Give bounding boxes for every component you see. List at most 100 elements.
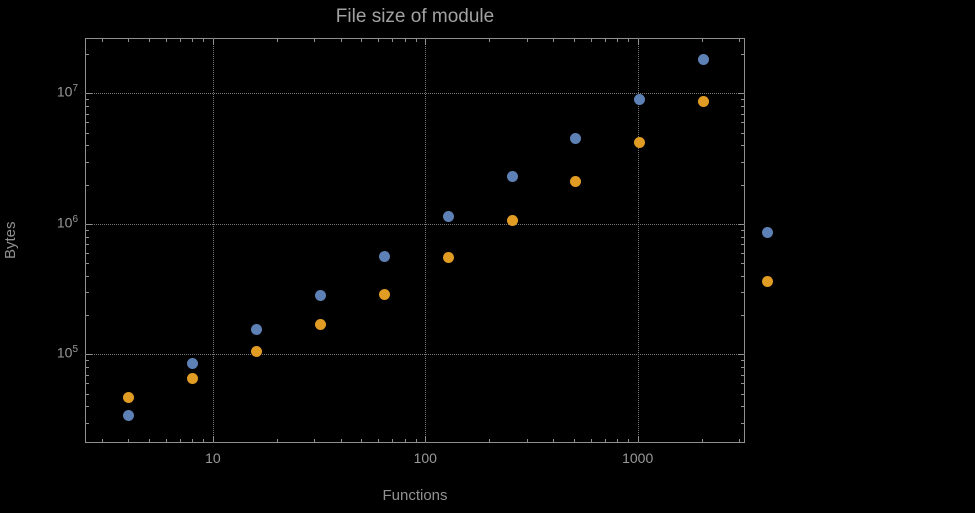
x-minor-tick-mirror (617, 39, 619, 42)
data-point-orange (506, 214, 518, 226)
y-minor-tick (86, 292, 89, 294)
data-point-orange (250, 346, 262, 358)
chart-title: File size of module (335, 6, 495, 27)
y-minor-tick (86, 105, 89, 107)
y-major-tick-mirror (738, 354, 744, 356)
x-minor-tick-mirror (604, 39, 606, 42)
y-minor-tick-mirror (741, 374, 744, 376)
y-minor-tick (86, 360, 89, 362)
y-minor-tick (86, 229, 89, 231)
y-minor-tick (86, 184, 89, 186)
y-tick-label: 107 (56, 83, 78, 100)
y-minor-tick-mirror (741, 161, 744, 163)
x-major-tick (637, 436, 639, 442)
y-minor-tick (86, 161, 89, 163)
y-minor-tick-mirror (741, 393, 744, 395)
y-minor-tick (86, 132, 89, 134)
x-minor-tick-mirror (739, 39, 741, 42)
data-point-orange (570, 176, 582, 188)
y-minor-tick (86, 315, 89, 317)
x-major-tick-mirror (637, 39, 639, 45)
y-minor-tick (86, 263, 89, 265)
x-minor-tick-mirror (627, 39, 629, 42)
x-minor-tick (404, 439, 406, 442)
data-point-blue (762, 226, 774, 238)
x-minor-tick (128, 439, 130, 442)
x-minor-tick (553, 439, 555, 442)
x-minor-tick (101, 439, 103, 442)
x-minor-tick (590, 439, 592, 442)
data-point-orange (634, 136, 646, 148)
x-tick-label: 1000 (622, 450, 654, 466)
y-tick-label: 106 (56, 213, 78, 231)
y-minor-tick-mirror (741, 53, 744, 55)
x-minor-tick (148, 439, 150, 442)
x-minor-tick-mirror (392, 39, 394, 42)
y-tick-exponent: 7 (72, 83, 78, 95)
y-minor-tick-mirror (741, 145, 744, 147)
x-minor-tick (203, 439, 205, 442)
y-minor-tick (86, 367, 89, 369)
x-minor-tick-mirror (553, 39, 555, 42)
x-minor-tick-mirror (378, 39, 380, 42)
y-gridline (85, 354, 745, 356)
y-minor-tick (86, 145, 89, 147)
y-minor-tick (86, 275, 89, 277)
x-minor-tick (489, 439, 491, 442)
x-major-tick-mirror (212, 39, 214, 45)
x-axis-label: Functions (382, 487, 448, 504)
y-minor-tick-mirror (741, 275, 744, 277)
data-point-orange (698, 95, 710, 107)
x-gridline (425, 38, 427, 443)
y-minor-tick (86, 53, 89, 55)
x-minor-tick-mirror (276, 39, 278, 42)
x-minor-tick (617, 439, 619, 442)
data-point-blue (250, 324, 262, 336)
y-tick-label: 105 (56, 344, 78, 362)
y-major-tick (86, 93, 92, 95)
y-minor-tick-mirror (741, 236, 744, 238)
y-minor-tick (86, 252, 89, 254)
x-minor-tick (739, 439, 741, 442)
x-tick-label: 10 (205, 450, 221, 466)
y-minor-tick-mirror (741, 113, 744, 115)
data-point-blue (186, 358, 198, 370)
y-tick-exponent: 6 (72, 213, 78, 225)
x-minor-tick-mirror (590, 39, 592, 42)
data-point-blue (634, 93, 646, 105)
y-minor-tick-mirror (741, 422, 744, 424)
y-minor-tick-mirror (741, 229, 744, 231)
data-point-orange (442, 252, 454, 264)
y-minor-tick-mirror (741, 383, 744, 385)
y-major-tick (86, 354, 92, 356)
x-minor-tick (627, 439, 629, 442)
x-minor-tick (701, 439, 703, 442)
x-minor-tick (340, 439, 342, 442)
y-minor-tick-mirror (741, 122, 744, 124)
y-minor-tick-mirror (741, 99, 744, 101)
y-minor-tick-mirror (741, 292, 744, 294)
y-major-tick-mirror (738, 223, 744, 225)
x-minor-tick-mirror (192, 39, 194, 42)
x-minor-tick (276, 439, 278, 442)
x-minor-tick (573, 439, 575, 442)
y-gridline (85, 223, 745, 225)
data-point-orange (314, 318, 326, 330)
plot-frame (85, 38, 745, 443)
y-minor-tick (86, 113, 89, 115)
data-point-blue (314, 289, 326, 301)
y-minor-tick-mirror (741, 367, 744, 369)
x-minor-tick (604, 439, 606, 442)
y-minor-tick-mirror (741, 360, 744, 362)
y-major-tick (86, 223, 92, 225)
x-minor-tick-mirror (179, 39, 181, 42)
x-minor-tick-mirror (526, 39, 528, 42)
y-gridline (85, 93, 745, 95)
y-minor-tick-mirror (741, 244, 744, 246)
y-minor-tick (86, 383, 89, 385)
y-minor-tick-mirror (741, 315, 744, 317)
y-minor-tick (86, 393, 89, 395)
x-tick-label: 100 (413, 450, 437, 466)
x-minor-tick-mirror (314, 39, 316, 42)
data-point-blue (570, 133, 582, 145)
